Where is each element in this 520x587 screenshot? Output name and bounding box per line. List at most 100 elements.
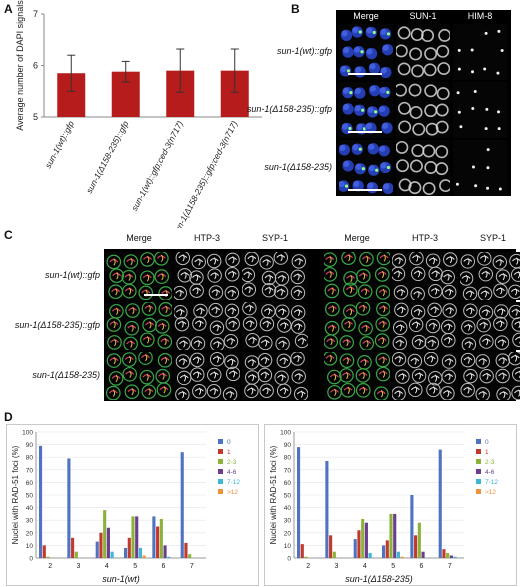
y-tick-label: 90: [26, 442, 34, 449]
bar-1-3: [71, 537, 75, 558]
bar-7-12-4: [110, 551, 114, 558]
bar-1-5: [385, 540, 389, 558]
panel-c-image-tile: [323, 300, 391, 351]
bar-4-6-7: [449, 555, 453, 558]
y-tick-label: 90: [284, 442, 292, 449]
bar-0-6: [152, 516, 156, 558]
legend-swatch-1: [218, 449, 223, 454]
bar-1-2: [42, 545, 46, 558]
panel-c-image-tile: [106, 250, 174, 301]
legend-swatch-0: [476, 439, 481, 444]
bar-0-2: [297, 447, 301, 558]
bar-1-6: [156, 526, 160, 558]
y-tick-label: 80: [26, 455, 34, 462]
y-tick-label: 20: [26, 530, 34, 537]
x-tick-label-2: sun-1(wt)::gfp;ced-3(n717): [129, 119, 185, 212]
bar-1-5: [127, 537, 131, 558]
y-tick-label: 80: [284, 455, 292, 462]
bar-4-6-5: [393, 513, 397, 558]
panel-b-row-label: sun-1(Δ158-235)::gfp: [246, 104, 332, 114]
bar-1-6: [414, 535, 418, 558]
panel-b-scale-bar: [348, 189, 382, 191]
bar-1-3: [329, 535, 333, 558]
x-tick-label-1: sun-1(Δ158-235)::gfp: [84, 119, 131, 195]
x-tick-label: 2: [48, 563, 52, 570]
bar-7-12-4: [368, 552, 372, 558]
panel-b-image-tile: [453, 24, 507, 80]
panel-c-column-header: SYP-1: [479, 233, 506, 243]
panel-b-row-label: sun-1(wt)::gfp: [276, 46, 332, 56]
chart-caption: sun-1(wt): [102, 574, 140, 584]
legend-label-0: 0: [227, 439, 231, 446]
legend-label-5: >12: [485, 489, 496, 496]
panel-b-column-header: SUN-1: [409, 11, 437, 21]
bar-1-4: [357, 530, 361, 558]
legend-swatch-2: [218, 459, 223, 464]
bar-0-3: [67, 458, 71, 558]
panel-c-image-tile: [240, 250, 308, 301]
panel-c-image-tile: [460, 350, 520, 402]
x-tick-label: 6: [162, 563, 166, 570]
bar-2-3-7: [188, 554, 192, 558]
bar-2-3-4: [361, 518, 365, 558]
legend-swatch-2: [476, 459, 481, 464]
legend-swatch-4: [476, 479, 481, 484]
chart-dapi-signals: 5 6 7 Average number of DAPI signals sun-1(w…: [15, 0, 262, 228]
panel-c-image-tile: [390, 250, 458, 302]
panel-d-left-frame: [6, 424, 259, 586]
legend-swatch-0: [218, 439, 223, 444]
legend-swatch-3: [218, 469, 223, 474]
panel-c-scale-bar: [144, 294, 168, 296]
panel-c-image-tile: [460, 302, 520, 352]
bar-7-12-6: [167, 556, 171, 558]
y-tick-label: 40: [284, 505, 292, 512]
x-tick-label: 3: [335, 563, 339, 570]
panel-b-row-label: sun-1(Δ158-235): [264, 162, 332, 172]
panel-c-image-tile: [322, 250, 392, 300]
panel-c-image-tile: [391, 351, 458, 401]
legend-label-0: 0: [485, 439, 489, 446]
panel-c-column-header: HTP-3: [193, 233, 220, 243]
panel-c-column-header: Merge: [344, 233, 370, 243]
panel-c-image-tile: [322, 350, 391, 402]
bar-0-5: [382, 545, 386, 558]
bar-7-12-5: [138, 547, 143, 558]
y-tick-label: 7: [33, 9, 38, 19]
y-tick-label: 10: [26, 543, 34, 550]
x-tick-label: 6: [420, 563, 424, 570]
y-tick-label: 50: [284, 493, 292, 500]
x-tick-label: 5: [391, 563, 395, 570]
legend-label-3: 4-6: [485, 469, 495, 476]
bar-2-3-3: [332, 551, 336, 558]
legend-swatch-3: [476, 469, 481, 474]
bar-0-7: [180, 452, 184, 558]
bar-0-7: [438, 449, 442, 558]
legend-label-2: 2-3: [227, 459, 237, 466]
panel-b-column-header: HIM-8: [467, 11, 493, 21]
panel-c-image-tile: [173, 302, 240, 352]
legend-swatch-5: [218, 489, 223, 494]
x-tick-label: 7: [448, 563, 452, 570]
panel-b-scale-bar: [348, 73, 382, 75]
panel-b-scale-bar: [348, 131, 382, 133]
panel-c-image-tile: [172, 250, 240, 301]
y-tick-label: 30: [26, 518, 34, 525]
legend-label-4: 7-12: [227, 479, 240, 486]
y-tick-label: 100: [22, 430, 33, 437]
y-axis-label: Nuclei with RAD-51 foci (%): [11, 445, 20, 544]
bar-2-3-4: [103, 510, 107, 558]
bar-2-3-6: [417, 522, 421, 558]
panel-b-image-tile: [453, 140, 507, 196]
y-tick-label: 10: [284, 543, 292, 550]
legend-label-2: 2-3: [485, 459, 495, 466]
panel-c-row-label: sun-1(Δ158-235)::gfp: [14, 320, 100, 330]
y-tick-label: 5: [33, 112, 38, 122]
x-tick-label: 4: [105, 563, 109, 570]
legend-label-5: >12: [227, 489, 238, 496]
y-tick-label: 6: [33, 61, 38, 71]
x-tick-label-0: sun-1(wt)::gfp: [43, 119, 76, 170]
y-tick-label: 50: [26, 493, 34, 500]
legend-label-1: 1: [227, 449, 231, 456]
bar-0-4: [95, 541, 99, 558]
